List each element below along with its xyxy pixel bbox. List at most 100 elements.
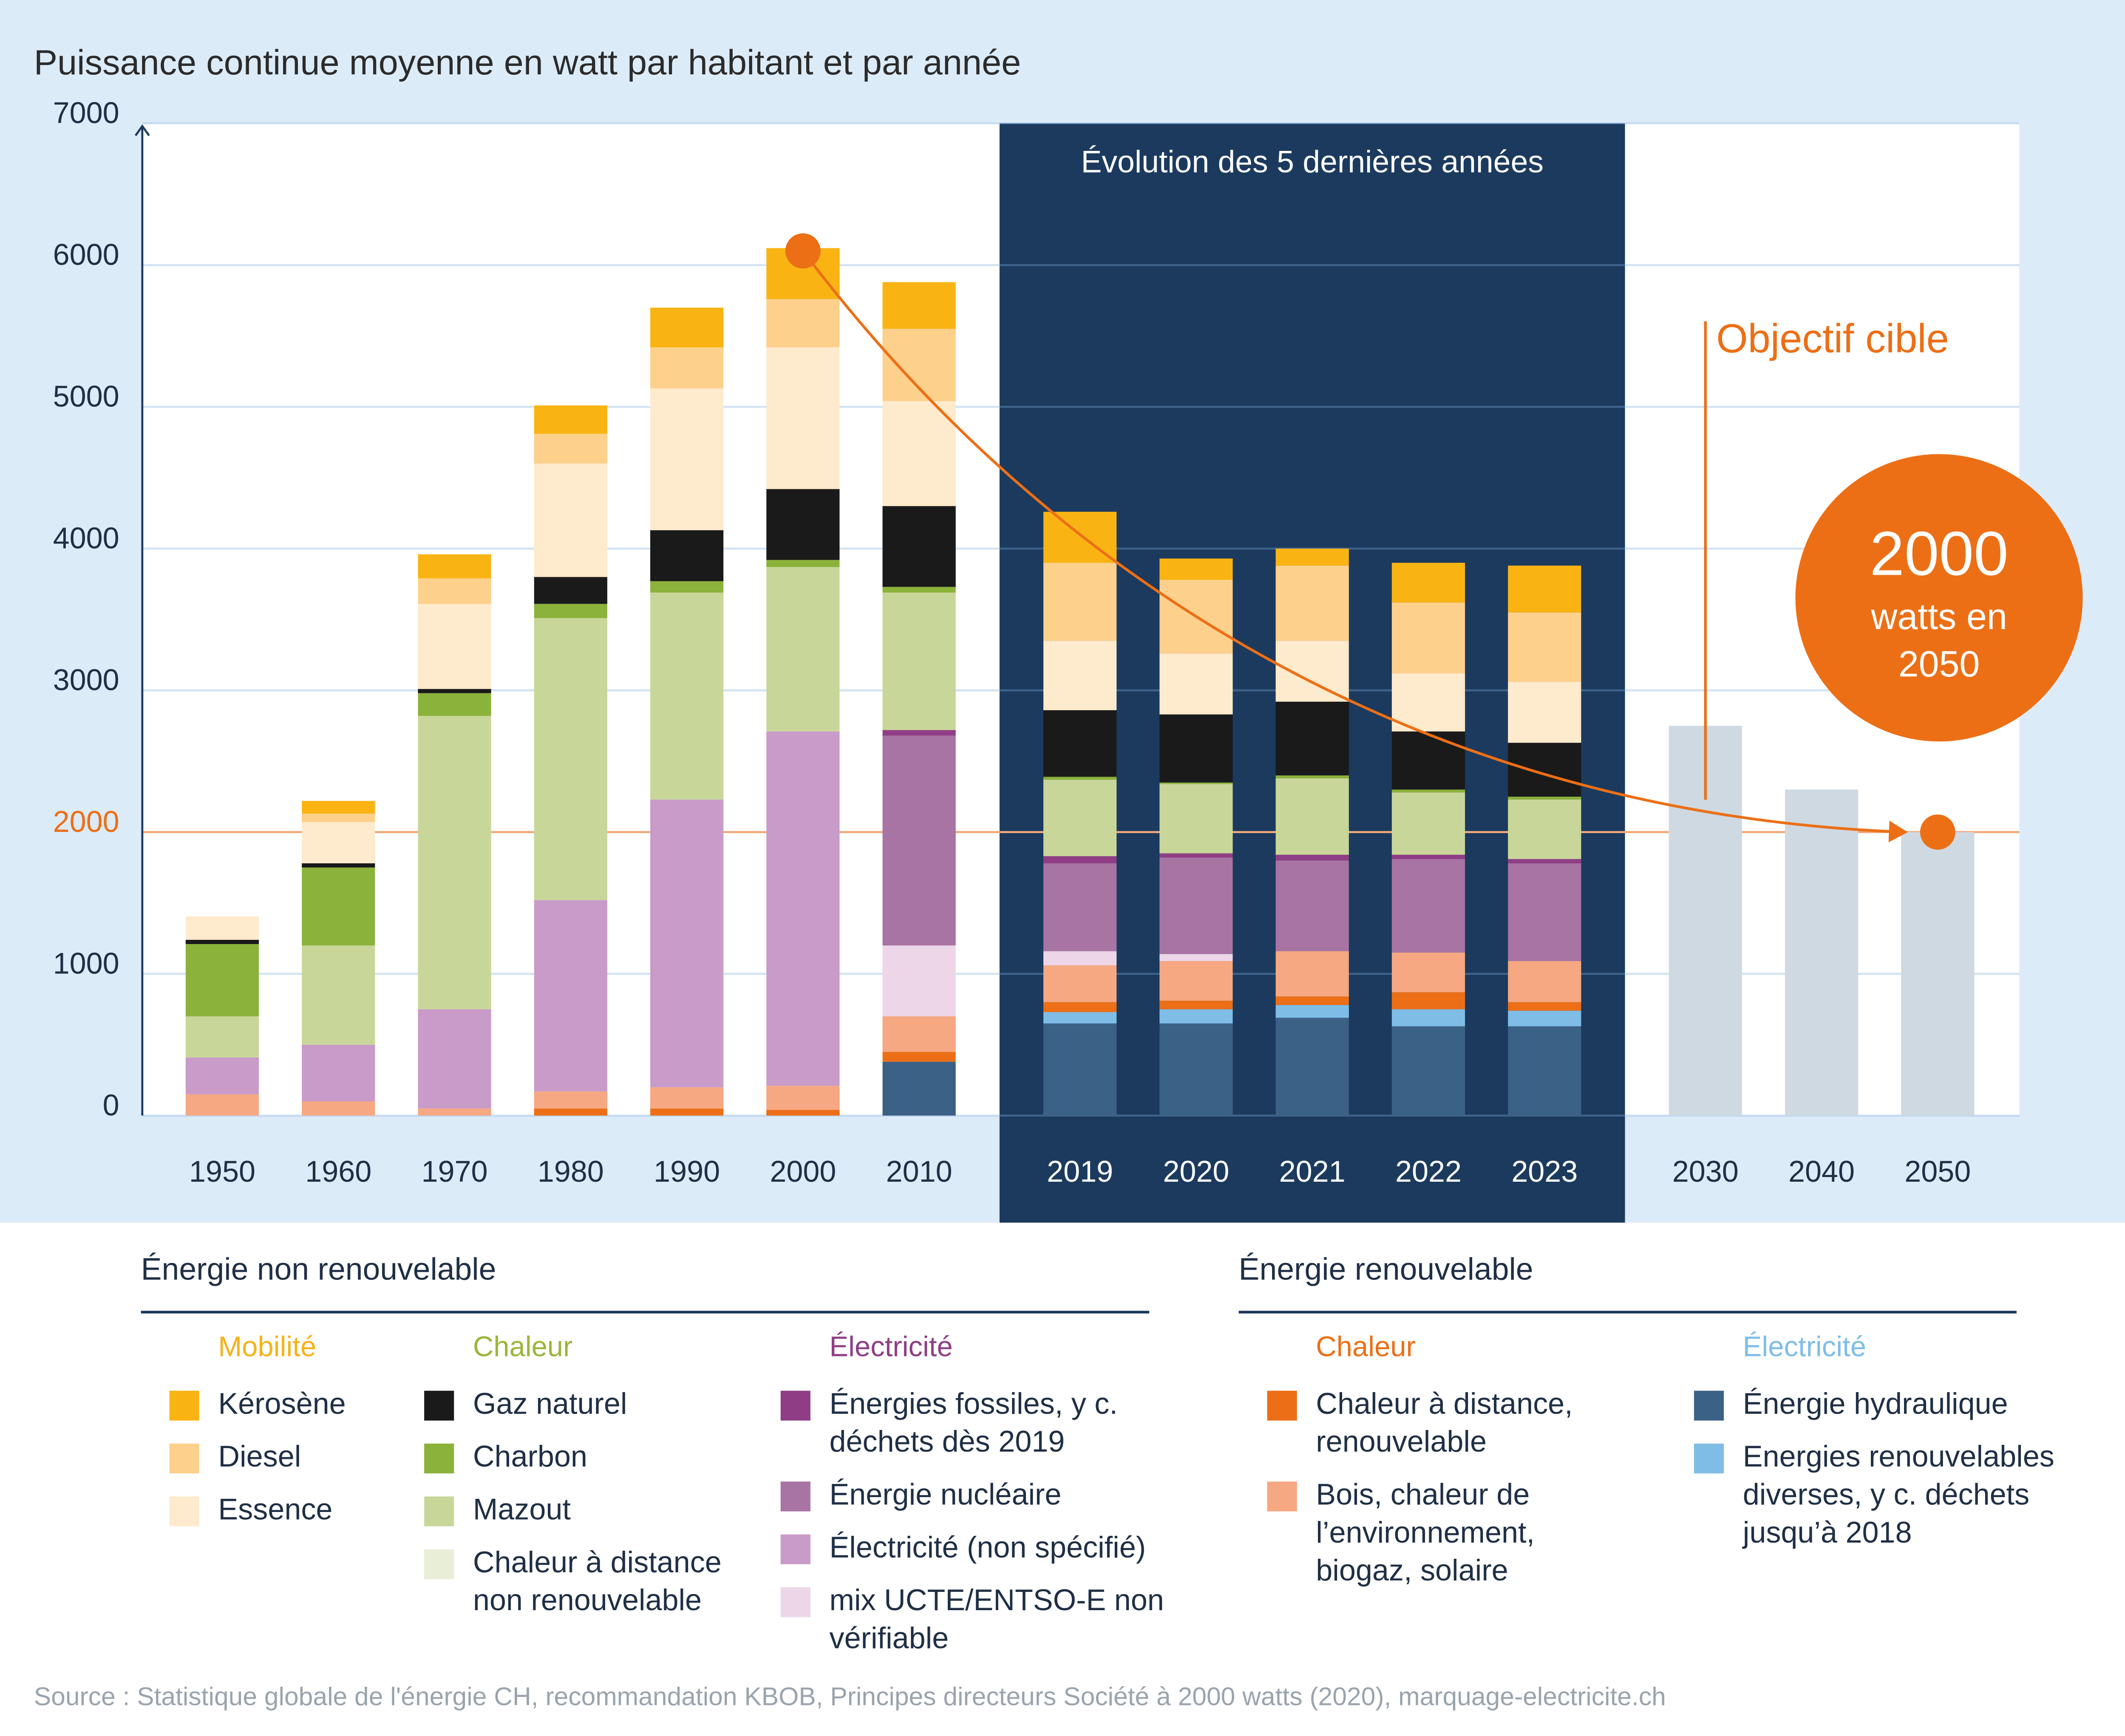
legend-swatch — [1694, 1444, 1724, 1474]
bar-segment — [1391, 792, 1465, 855]
legend-group-title: Énergie non renouvelable — [141, 1252, 496, 1287]
legend-line: biogaz, solaire — [1316, 1553, 1508, 1587]
legend-swatch — [169, 1496, 199, 1526]
y-tick-label: 6000 — [53, 238, 119, 271]
bar-segment — [882, 1052, 956, 1062]
bar-segment — [1508, 682, 1581, 743]
bar-segment — [185, 944, 259, 1017]
bar-segment — [1391, 789, 1465, 793]
bar-segment — [1275, 778, 1349, 855]
legend-swatch — [780, 1481, 810, 1512]
bar-segment — [302, 814, 375, 823]
bar-segment — [1391, 1026, 1465, 1116]
bar-segment — [766, 1110, 840, 1116]
bar-segment — [1043, 777, 1117, 780]
bar-segment — [534, 434, 607, 464]
bar-segment — [418, 689, 491, 693]
bar-segment — [1391, 731, 1465, 790]
y-tick-label: 3000 — [53, 663, 119, 696]
legend-group-title: Énergie renouvelable — [1239, 1252, 1533, 1287]
legend-line: Chaleur à distance — [473, 1545, 730, 1578]
y-tick-label: 7000 — [53, 96, 119, 130]
bar-segment — [418, 578, 491, 604]
bar-segment — [1508, 1002, 1581, 1011]
bar-segment — [766, 347, 840, 489]
bar-segment — [1391, 992, 1465, 1010]
bar-segment — [185, 1057, 259, 1095]
bar-segment — [185, 916, 259, 940]
bar-segment — [185, 1094, 259, 1116]
bar-segment — [1508, 565, 1581, 613]
legend-subgroup-title: Mobilité — [218, 1331, 316, 1363]
x-tick-label: 2022 — [1395, 1154, 1462, 1188]
bar-segment — [1508, 797, 1581, 800]
bar-segment — [1508, 863, 1581, 961]
bar-segment — [1275, 951, 1349, 997]
legend-swatch — [1267, 1481, 1297, 1512]
bar-segment — [882, 735, 956, 946]
bar-segment — [1043, 1002, 1117, 1013]
target-bar — [1785, 789, 1859, 1116]
trend-curve — [802, 250, 1908, 842]
bar-segment — [1159, 954, 1233, 961]
bar-segment — [766, 567, 840, 732]
bar-segment — [1159, 1009, 1233, 1024]
bar-segment — [1043, 951, 1117, 965]
bar-segment — [650, 347, 724, 389]
legend-subgroup-title: Électricité — [830, 1331, 953, 1363]
bar-segment — [1275, 996, 1349, 1005]
legend-label: Gaz naturel — [473, 1386, 627, 1420]
bar-segment — [650, 307, 724, 348]
bar-segment — [650, 592, 724, 800]
x-tick-label: 2030 — [1672, 1154, 1739, 1188]
bar-segment — [1043, 710, 1117, 777]
legend-line: Essence — [218, 1492, 332, 1526]
bar-segment — [1043, 1012, 1117, 1024]
badge-text: 2050 — [1898, 644, 1980, 685]
bar-segment — [650, 1108, 724, 1116]
y-tick-label: 4000 — [53, 521, 119, 555]
bar-segment — [418, 1108, 491, 1116]
legend-label: Électricité (non spécifié) — [830, 1530, 1146, 1563]
bar-segment — [534, 1108, 607, 1116]
source: Source : Statistique globale de l'énergi… — [34, 1682, 1666, 1711]
legend-line: Charbon — [473, 1439, 587, 1473]
bar-segment — [882, 587, 956, 593]
bar-segment — [882, 1061, 956, 1116]
legend-line: Gaz naturel — [473, 1386, 627, 1420]
bar-segment — [1508, 612, 1581, 682]
bar-segment — [1159, 853, 1233, 858]
bar-segment — [1391, 562, 1465, 603]
bar-segment — [534, 577, 607, 604]
legend-label: Chaleur à distance, renouvelable — [1316, 1386, 1581, 1458]
legend-swatch — [780, 1587, 810, 1617]
bar-segment — [1275, 1018, 1349, 1116]
y-tick-label: 1000 — [53, 946, 119, 980]
bar-segment — [1275, 1005, 1349, 1018]
bar-segment — [766, 299, 840, 348]
bar-segment — [650, 1087, 724, 1109]
bar-segment — [1508, 1010, 1581, 1027]
legend-line: Bois, chaleur de — [1316, 1477, 1538, 1511]
badge-value: 2000 — [1870, 519, 2008, 589]
legend-label: Énergies fossiles, y c. déchets dès 2019 — [830, 1386, 1126, 1458]
bar-segment — [185, 939, 259, 944]
legend-swatch — [424, 1496, 454, 1526]
legend-label: Énergie hydraulique — [1743, 1386, 2008, 1420]
bar-segment — [882, 506, 956, 587]
x-tick-label: 2023 — [1511, 1154, 1578, 1188]
bar-segment — [766, 560, 840, 567]
bar-segment — [1275, 860, 1349, 951]
bar-segment — [1391, 1009, 1465, 1027]
legend-swatch — [169, 1390, 199, 1421]
legend-line: Mazout — [473, 1492, 571, 1526]
legend-line: Energies renouvelables — [1743, 1439, 2063, 1473]
legend-line: vérifiable — [830, 1621, 949, 1654]
bar-segment — [1391, 673, 1465, 732]
bar-segment — [418, 604, 491, 689]
bar-segment — [1391, 859, 1465, 953]
legend-line: Énergies fossiles, y c. — [830, 1386, 1126, 1420]
bar-segment — [1275, 701, 1349, 776]
bar-segment — [534, 463, 607, 577]
